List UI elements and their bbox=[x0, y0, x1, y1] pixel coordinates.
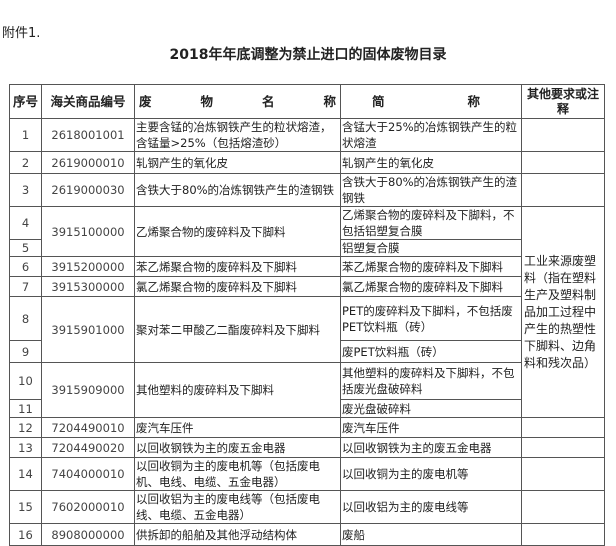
header-code: 海关商品编号 bbox=[41, 84, 135, 119]
attachment-label: 附件1. bbox=[2, 26, 41, 41]
table-row: 9 废PET饮料瓶（砖） bbox=[9, 340, 605, 363]
header-remark: 其他要求或注释 bbox=[521, 84, 605, 119]
header-short: 简称 bbox=[340, 84, 522, 119]
table-row: 7 3915300000 氯乙烯聚合物的废碎料及下脚料 氯乙烯聚合物的废碎料及下脚料 bbox=[9, 276, 605, 297]
table-row: 12 7204490010 废汽车压件 废汽车压件 bbox=[9, 417, 605, 438]
document-title: 2018年年底调整为禁止进口的固体废物目录 bbox=[169, 47, 447, 63]
table-row: 13 7204490020 以回收钢铁为主的废五金电器 以回收钢铁为主的废五金电器 bbox=[9, 437, 605, 458]
table-row: 1 2618001001 主要含锰的冶炼钢铁产生的粒状熔渣，含锰量>25%（包括熔… bbox=[9, 118, 605, 152]
plastic-remark: 工业来源废塑料（指在塑料生产及塑料制品加工过程中产生的热塑性下脚料、边角料和残次… bbox=[521, 206, 605, 418]
table-row: 6 3915200000 苯乙烯聚合物的废碎料及下脚料 苯乙烯聚合物的废碎料及下脚料 bbox=[9, 256, 605, 277]
header-no: 序号 bbox=[9, 84, 42, 119]
table-row: 2 2619000010 轧钢产生的氧化皮 轧钢产生的氧化皮 bbox=[9, 151, 605, 174]
waste-catalog-table: 序号 海关商品编号 废物名称 简称 其他要求或注释 1 2618001001 主要… bbox=[9, 84, 605, 546]
table-row: 4 3915100000 乙烯聚合物的废碎料及下脚料 乙烯聚合物的废碎料及下脚料，不… bbox=[9, 206, 605, 418]
table-row: 15 7602000010 以回收铝为主的废电线等（包括废电线、电缆、五金电器）以… bbox=[9, 490, 605, 524]
table-row: 10 3915909000 其他塑料的废碎料及下脚料 其他塑料的废碎料及下脚料，不包… bbox=[9, 362, 605, 418]
table-row: 14 7404000010 以回收铜为主的废电机等（包括废电机、电线、电缆、五金电… bbox=[9, 457, 605, 491]
table-row: 3 2619000030 含铁大于80%的冶炼钢铁产生的渣钢铁 含铁大于80%的冶炼… bbox=[9, 173, 605, 207]
table-row: 8 3915901000 聚对苯二甲酸乙二酯废碎料及下脚料 PET的废碎料及下脚料，… bbox=[9, 296, 605, 363]
header-name: 废物名称 bbox=[134, 84, 341, 119]
header-row: 序号 海关商品编号 废物名称 简称 其他要求或注释 bbox=[9, 84, 605, 119]
table-row: 16 8908000000 供拆卸的船舶及其他浮动结构体 废船 bbox=[9, 523, 605, 546]
